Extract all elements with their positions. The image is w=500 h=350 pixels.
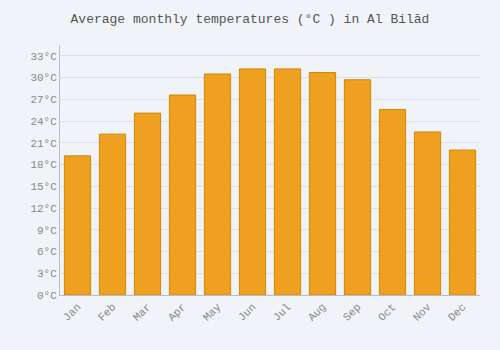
svg-text:0°C: 0°C — [37, 290, 57, 302]
svg-text:Jun: Jun — [236, 301, 258, 323]
svg-text:Average monthly temperatures (: Average monthly temperatures (°C ) in Al… — [71, 12, 430, 27]
svg-text:3°C: 3°C — [37, 268, 57, 280]
svg-text:Apr: Apr — [166, 301, 188, 323]
svg-text:May: May — [201, 301, 224, 324]
svg-text:21°C: 21°C — [30, 138, 57, 150]
svg-text:15°C: 15°C — [30, 181, 57, 193]
svg-text:Dec: Dec — [446, 301, 468, 323]
svg-text:Aug: Aug — [306, 301, 328, 323]
svg-text:24°C: 24°C — [30, 116, 57, 128]
svg-text:27°C: 27°C — [30, 94, 57, 106]
svg-text:Mar: Mar — [131, 301, 153, 323]
svg-text:Oct: Oct — [376, 301, 398, 323]
svg-text:6°C: 6°C — [37, 246, 57, 258]
svg-text:18°C: 18°C — [30, 159, 57, 171]
svg-text:Feb: Feb — [96, 301, 118, 323]
svg-text:33°C: 33°C — [30, 51, 57, 63]
svg-text:Jul: Jul — [271, 301, 293, 323]
svg-text:Nov: Nov — [411, 301, 434, 324]
svg-text:Jan: Jan — [61, 301, 83, 323]
svg-text:9°C: 9°C — [37, 225, 57, 237]
svg-text:12°C: 12°C — [30, 203, 57, 215]
svg-text:Sep: Sep — [341, 301, 363, 323]
svg-text:30°C: 30°C — [30, 72, 57, 84]
